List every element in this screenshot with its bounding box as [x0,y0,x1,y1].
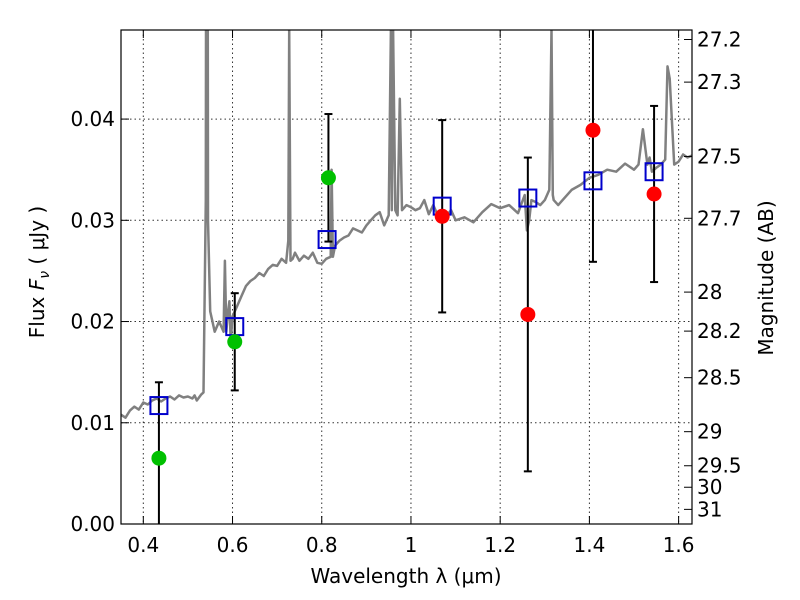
ticks-layer: 0.4 0.6 0.8 1 1.2 1.4 1.6 0.00 0.01 0.02 0.03 0.04 2… [70,27,741,557]
y2-axis-label: Magnitude (AB) [754,200,778,355]
observed-point [320,170,336,186]
y2-tick-label: 27.3 [697,70,742,94]
y2-tick-label: 27.7 [697,206,742,230]
model-point-square [149,396,169,416]
observed-point [520,306,536,322]
y2-tick-label: 28.5 [697,366,742,390]
y-tick-label: 0.00 [70,512,115,536]
model-point-square [317,230,337,250]
y-tick-label: 0.03 [70,208,115,232]
y2-tick-label: 27.5 [697,144,742,168]
y2-tick-label: 29.5 [697,454,742,478]
x-tick-label: 1.4 [573,533,605,557]
spectrum-layer [121,30,692,419]
observed-point [227,334,243,350]
y-tick-label: 0.02 [70,310,115,334]
observed-point [585,122,601,138]
model-point-square [518,188,538,208]
y2-tick-label: 30 [697,475,722,499]
x-tick-label: 0.6 [217,533,249,557]
x-tick-label: 1.6 [663,533,695,557]
y-tick-label: 0.04 [70,107,115,131]
x-tick-label: 1.2 [484,533,516,557]
y2-tick-label: 29 [697,420,722,444]
y-axis-label-subscript: ν [37,271,53,279]
model-point-square [583,171,603,191]
x-tick-label: 0.8 [306,533,338,557]
points-layer [149,122,664,466]
x-tick-label: 0.4 [127,533,159,557]
x-axis-label: Wavelength λ (μm) [310,564,501,588]
y-axis-label-symbol: F [25,278,49,290]
observed-point [646,186,662,202]
y-axis-label-unit: ( μJy ) [25,206,49,271]
y-axis-label-prefix: Flux [25,290,49,338]
y2-tick-label: 27.2 [697,27,742,51]
y2-tick-label: 31 [697,497,722,521]
y-axis-label: Flux Fν ( μJy ) [25,206,53,338]
observed-point [151,450,167,466]
observed-point [434,208,450,224]
errorbar-layer [154,30,659,524]
model-point-square [644,162,664,182]
plot-frame [120,29,693,525]
y2-tick-label: 28.2 [697,319,742,343]
y2-tick-label: 28 [697,280,722,304]
y-tick-label: 0.01 [70,411,115,435]
spectrum-line [121,30,692,419]
x-tick-label: 1 [405,533,418,557]
